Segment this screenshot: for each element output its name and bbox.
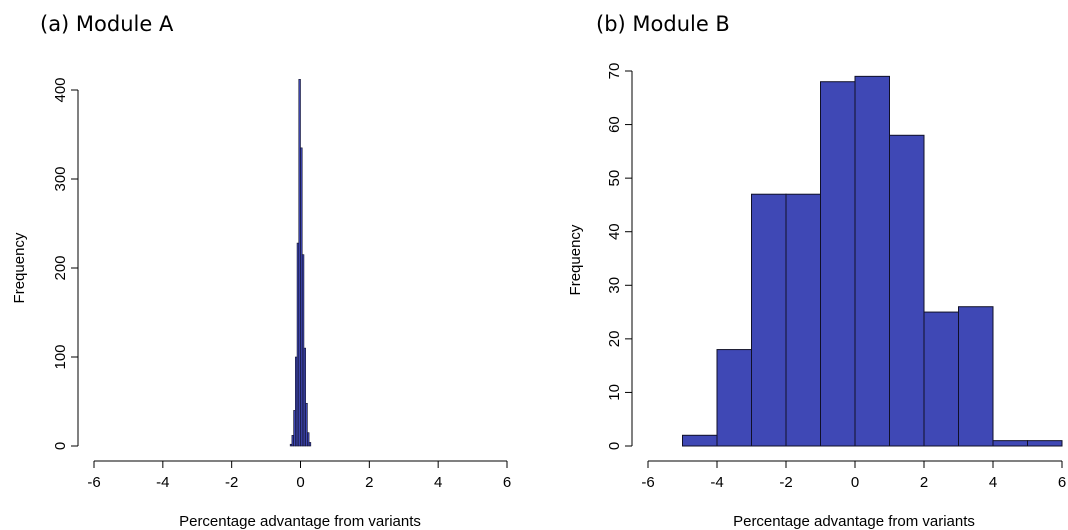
x-tick-label: 2 xyxy=(920,474,928,491)
panel-a-y-axis-label: Frequency xyxy=(11,232,28,303)
histogram-bar xyxy=(992,440,1028,447)
histogram-bar xyxy=(303,347,306,447)
histogram-bar xyxy=(305,402,308,447)
panel-a-y-axis: 0 100 200 300 400 xyxy=(52,77,79,450)
y-tick-label: 400 xyxy=(52,77,69,102)
y-tick-label: 40 xyxy=(606,223,623,240)
histogram-bar xyxy=(958,306,994,447)
x-tick-label: -4 xyxy=(710,474,723,491)
x-tick-label: 0 xyxy=(851,474,859,491)
x-tick-label: -4 xyxy=(156,474,169,491)
histogram-bar xyxy=(682,434,718,447)
x-tick-label: -2 xyxy=(779,474,792,491)
y-tick-label: 0 xyxy=(606,442,623,450)
y-tick-label: 10 xyxy=(606,384,623,401)
y-tick-label: 100 xyxy=(52,344,69,369)
panel-b-x-axis-label: Percentage advantage from variants xyxy=(733,513,975,530)
histogram-bar xyxy=(820,81,856,447)
panel-b-title: (b) Module B xyxy=(596,12,730,36)
x-tick-label: 6 xyxy=(1058,474,1066,491)
panel-a-bars xyxy=(289,79,312,447)
histogram-bar xyxy=(1027,440,1063,447)
y-tick-label: 20 xyxy=(606,331,623,348)
x-tick-label: -6 xyxy=(641,474,654,491)
histogram-bar xyxy=(307,432,310,447)
panel-a-title: (a) Module A xyxy=(40,12,174,36)
histogram-bar xyxy=(716,349,752,447)
y-tick-label: 200 xyxy=(52,255,69,280)
x-tick-label: -2 xyxy=(225,474,238,491)
x-tick-label: 2 xyxy=(365,474,373,491)
y-tick-label: 300 xyxy=(52,166,69,191)
y-tick-label: 70 xyxy=(606,63,623,80)
histogram-bar xyxy=(889,134,925,447)
x-tick-label: 0 xyxy=(296,474,304,491)
histogram-bar xyxy=(751,193,787,447)
panel-b-x-axis: -6 -4 -2 0 2 4 6 xyxy=(641,460,1066,491)
y-tick-label: 0 xyxy=(52,442,69,450)
panel-module-a: (a) Module A Percentage advantage from v… xyxy=(11,12,511,530)
panel-a-x-axis-label: Percentage advantage from variants xyxy=(179,513,421,530)
histogram-bar xyxy=(854,75,890,447)
panel-b-bars xyxy=(682,75,1063,447)
panel-module-b: (b) Module B Percentage advantage from v… xyxy=(567,12,1066,530)
y-tick-label: 60 xyxy=(606,116,623,133)
x-tick-label: 4 xyxy=(989,474,997,491)
x-tick-label: 4 xyxy=(434,474,442,491)
panel-b-y-axis: 0 10 20 30 40 50 60 70 xyxy=(606,63,633,450)
x-tick-label: -6 xyxy=(87,474,100,491)
panel-a-x-axis: -6 -4 -2 0 2 4 6 xyxy=(87,460,511,491)
x-tick-label: 6 xyxy=(503,474,511,491)
y-tick-label: 30 xyxy=(606,277,623,294)
panel-b-y-axis-label: Frequency xyxy=(567,224,584,295)
y-tick-label: 50 xyxy=(606,170,623,187)
histogram-bar xyxy=(308,442,312,447)
histogram-bar xyxy=(923,311,959,447)
histogram-bar xyxy=(785,193,821,447)
